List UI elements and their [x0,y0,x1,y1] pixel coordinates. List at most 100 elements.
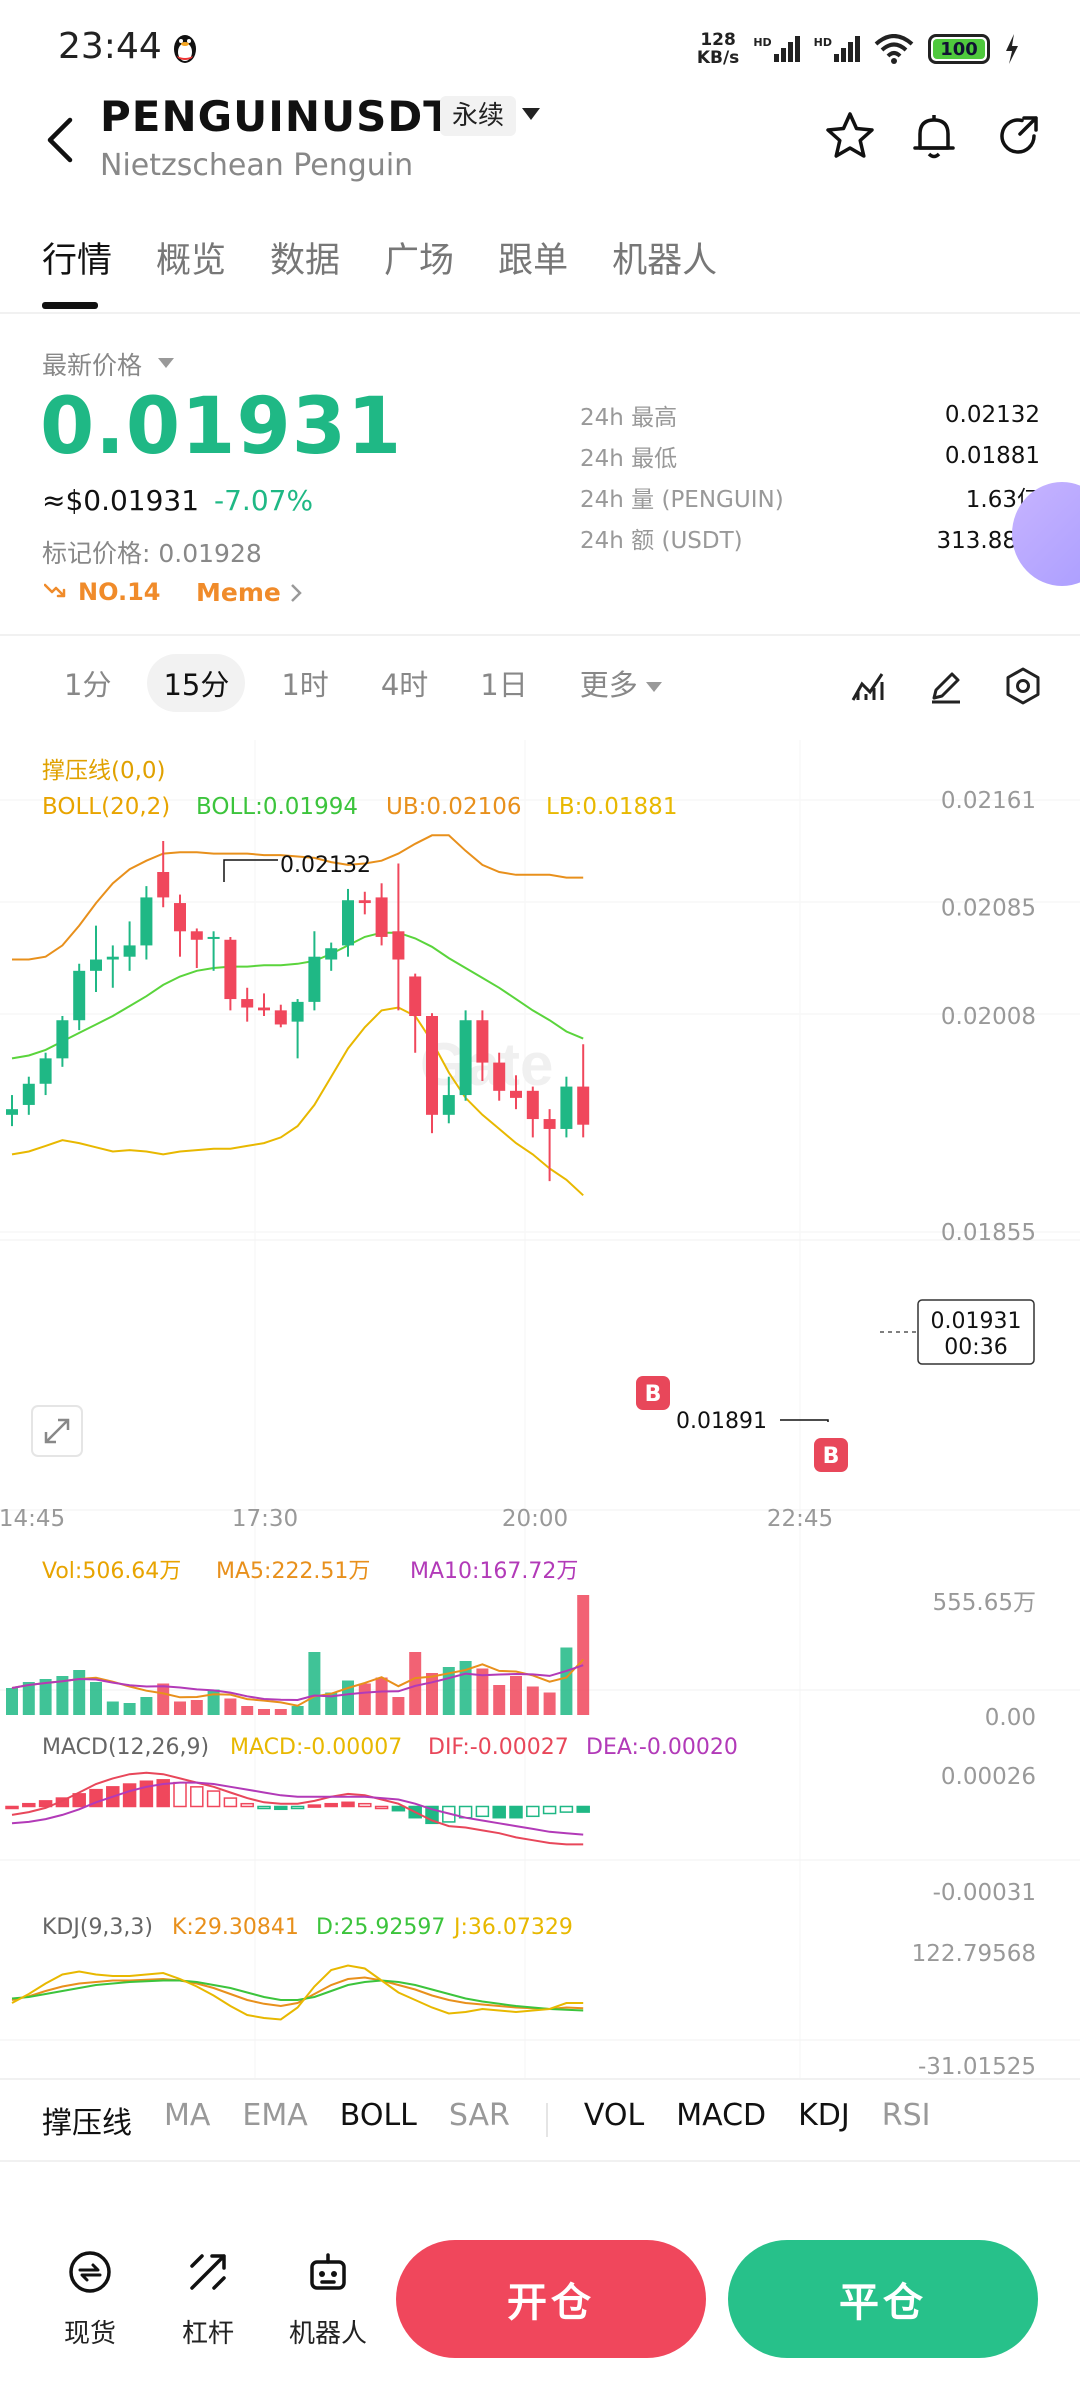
divider [0,634,1080,636]
candle-body [224,939,237,1000]
pencil-icon[interactable] [928,668,964,704]
candlestick-chart[interactable]: Gate 撑压线(0,0) BOLL(20,2) BOLL:0.01994 UB… [0,740,1080,2080]
macd-hist-bar [206,1790,221,1808]
candle-body [241,999,254,1008]
timeframe-selector: 1分 15分 1时 4时 1日 更多 [48,654,678,712]
tab-square[interactable]: 广场 [384,241,455,281]
ind-support-resistance[interactable]: 撑压线 [42,2106,132,2141]
volume-bar [258,1709,270,1715]
tab-overview[interactable]: 概览 [156,241,227,281]
expand-icon[interactable] [31,1405,83,1457]
tf-1h[interactable]: 1时 [281,668,329,702]
y-axis-labels: 0.02161 0.02085 0.02008 0.01855 [941,788,1036,1246]
macd-hist-bar [391,1805,406,1812]
open-position-button[interactable]: 开仓 [396,2240,706,2358]
ind-kdj[interactable]: KDJ [798,2098,850,2133]
bell-icon[interactable] [906,108,962,164]
speed-value: 128 [700,30,736,50]
candle-body [543,1119,556,1129]
candle-body [22,1083,35,1105]
stat-label: 24h 最低 [580,445,678,472]
macd-hist-bar [139,1780,154,1808]
candle [224,936,237,1011]
high-mark-label: 0.02132 [280,853,371,878]
macd-hist-bar [223,1797,238,1808]
macd-hist-bar [122,1783,137,1808]
caret-down-icon[interactable] [158,358,174,368]
candle-body [526,1090,539,1120]
candle-body [577,1086,590,1125]
spot-button[interactable]: 现货 [44,2248,136,2350]
candle-body [392,931,405,960]
indicator-icon[interactable] [850,668,886,704]
macd-hist-bar [38,1800,53,1808]
rank-badge[interactable]: NO.14 [78,578,161,606]
latest-price-label[interactable]: 最新价格 [42,351,143,380]
macd-hist-bar [341,1801,355,1808]
star-icon[interactable] [822,108,878,164]
charging-icon [1006,34,1018,64]
ind-rsi[interactable]: RSI [881,2098,931,2133]
trend-down-icon [44,583,66,598]
category-tag[interactable]: Meme [196,578,281,607]
ind-macd[interactable]: MACD [676,2098,767,2133]
share-icon[interactable] [990,108,1046,164]
buy-marker: B [636,1376,670,1410]
ind-sar[interactable]: SAR [448,2098,510,2133]
stat-label: 24h 最高 [580,404,678,431]
tf-more[interactable]: 更多 [564,654,678,712]
volume-bar [241,1706,254,1715]
legend-ma5: MA5:222.51万 [216,1559,370,1584]
caret-down-icon[interactable] [522,108,540,120]
tab-data[interactable]: 数据 [270,241,341,281]
candle-body [123,945,136,957]
chart-grid [0,740,1080,2080]
macd-hist-bar [22,1802,36,1808]
volume-bar [375,1677,388,1715]
tf-4h[interactable]: 4时 [380,668,429,702]
candle [39,1052,52,1096]
last-price: 0.01931 [40,382,403,472]
macd-hist-bar [576,1805,590,1813]
status-icons: 128 KB/s HD HD 100 [697,26,1020,72]
volume-bar [577,1595,590,1715]
macd-hist-bar [190,1786,204,1808]
back-arrow-icon[interactable] [40,112,80,168]
volume-bar [342,1680,354,1715]
wifi-icon [874,34,914,64]
bot-button[interactable]: 机器人 [280,2248,376,2350]
macd-hist-bar [240,1802,254,1808]
tab-bot[interactable]: 机器人 [612,241,718,281]
tf-15m[interactable]: 15分 [147,654,246,712]
volume-bar [224,1698,237,1715]
settings-icon[interactable] [1004,666,1042,706]
stat-label: 24h 额 (USDT) [580,527,743,554]
ind-boll[interactable]: BOLL [339,2098,417,2133]
contract-type-badge[interactable]: 永续 [440,96,517,136]
token-name: Nietzschean Penguin [100,148,414,183]
chevron-right-icon[interactable] [288,582,304,604]
candle-body [140,897,153,946]
symbol-title[interactable]: PENGUINUSDT [100,92,453,141]
candle [543,1109,556,1182]
close-position-button[interactable]: 平仓 [728,2240,1038,2358]
legend-kdj-name: KDJ(9,3,3) [42,1915,153,1940]
macd-hist-bar [257,1805,271,1810]
ind-vol[interactable]: VOL [583,2098,645,2133]
candle [577,1044,590,1138]
tab-copy-trade[interactable]: 跟单 [498,241,569,281]
tf-1m[interactable]: 1分 [64,668,112,702]
ind-ema[interactable]: EMA [242,2098,308,2133]
volume-bar [22,1682,35,1715]
low-annotation: 0.01891 [676,1409,829,1434]
leverage-button[interactable]: 杠杆 [162,2248,254,2350]
tf-1d[interactable]: 1日 [480,668,528,702]
price-change: -7.07% [214,484,314,517]
ind-ma[interactable]: MA [164,2098,211,2133]
stat-label: 24h 量 (PENGUIN) [580,486,784,513]
tab-market[interactable]: 行情 [42,241,113,281]
candle [442,1076,455,1124]
battery-icon: 100 [928,34,990,64]
candle-body [476,1020,489,1063]
volume-tick: 555.65万 [933,1590,1036,1616]
